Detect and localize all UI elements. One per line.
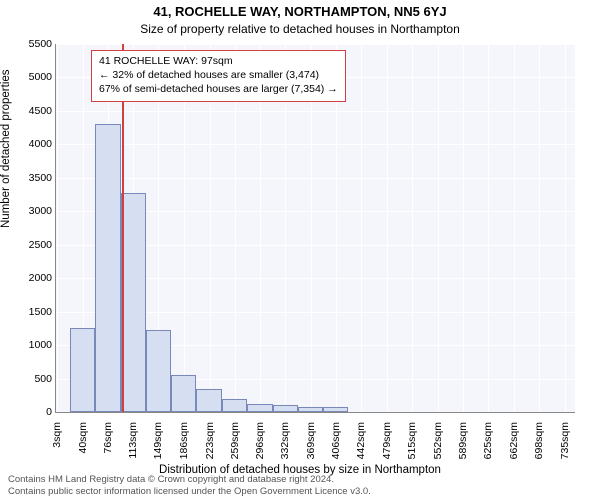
x-axis-line [55,412,575,413]
gridline-v [412,44,413,412]
gridline-v [361,44,362,412]
xtick-label: 369sqm [305,422,317,470]
histogram-bar [247,404,273,412]
histogram-bar [222,399,247,412]
ytick-label: 4500 [7,105,52,117]
info-line-1: 41 ROCHELLE WAY: 97sqm [99,54,338,68]
gridline-v [565,44,566,412]
xtick-label: 625sqm [482,422,494,470]
gridline-v [539,44,540,412]
xtick-label: 698sqm [533,422,545,470]
chart-container: 41, ROCHELLE WAY, NORTHAMPTON, NN5 6YJ S… [0,0,600,500]
ytick-label: 500 [7,373,52,385]
xtick-label: 259sqm [229,422,241,470]
ytick-label: 1500 [7,306,52,318]
xtick-label: 113sqm [127,422,139,470]
ytick-label: 3000 [7,205,52,217]
xtick-label: 552sqm [432,422,444,470]
y-axis-line [55,44,56,412]
ytick-label: 1000 [7,339,52,351]
xtick-label: 406sqm [330,422,342,470]
chart-title: 41, ROCHELLE WAY, NORTHAMPTON, NN5 6YJ [0,4,600,19]
xtick-label: 442sqm [355,422,367,470]
histogram-bar [95,124,121,412]
xtick-label: 76sqm [102,422,114,470]
histogram-bar [146,330,172,412]
histogram-bar [171,375,196,412]
ytick-label: 4000 [7,138,52,150]
info-line-3: 67% of semi-detached houses are larger (… [99,82,338,96]
gridline-v [488,44,489,412]
gridline-v [57,44,58,412]
histogram-bar [273,405,298,412]
info-line-2: ← 32% of detached houses are smaller (3,… [99,68,338,82]
histogram-bar [121,193,146,412]
footnote-line-1: Contains HM Land Registry data © Crown c… [8,474,371,486]
ytick-label: 3500 [7,172,52,184]
ytick-label: 5500 [7,38,52,50]
xtick-label: 149sqm [152,422,164,470]
ytick-label: 5000 [7,71,52,83]
xtick-label: 735sqm [559,422,571,470]
gridline-v [514,44,515,412]
ytick-label: 2000 [7,272,52,284]
histogram-bar [70,328,95,412]
xtick-label: 589sqm [457,422,469,470]
gridline-v [438,44,439,412]
xtick-label: 479sqm [381,422,393,470]
xtick-label: 3sqm [51,422,63,470]
histogram-bar [196,389,222,412]
chart-subtitle: Size of property relative to detached ho… [0,22,600,36]
ytick-label: 2500 [7,239,52,251]
xtick-label: 296sqm [254,422,266,470]
footnote: Contains HM Land Registry data © Crown c… [8,474,371,498]
xtick-label: 40sqm [77,422,89,470]
footnote-line-2: Contains public sector information licen… [8,486,371,498]
xtick-label: 223sqm [204,422,216,470]
gridline-v [463,44,464,412]
gridline-v [387,44,388,412]
xtick-label: 662sqm [508,422,520,470]
ytick-label: 0 [7,406,52,418]
xtick-label: 186sqm [178,422,190,470]
info-box: 41 ROCHELLE WAY: 97sqm ← 32% of detached… [91,50,346,102]
xtick-label: 332sqm [279,422,291,470]
xtick-label: 515sqm [406,422,418,470]
